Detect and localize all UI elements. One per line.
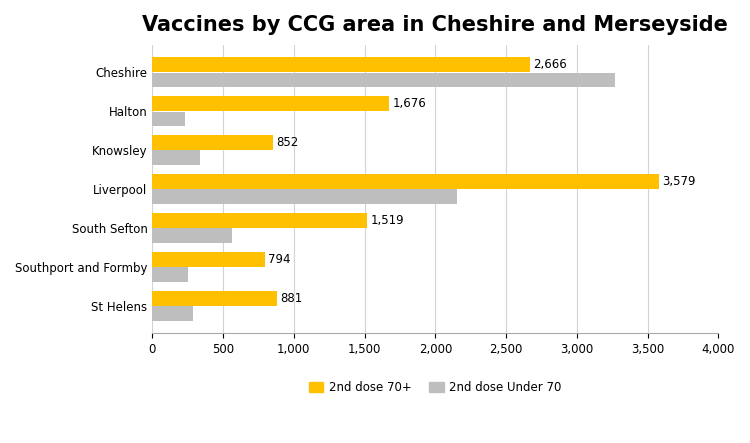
Bar: [152, 112, 185, 126]
Bar: [152, 174, 658, 189]
Bar: [152, 213, 368, 228]
Title: Vaccines by CCG area in Cheshire and Merseyside: Vaccines by CCG area in Cheshire and Mer…: [142, 15, 728, 35]
Text: 2,666: 2,666: [533, 58, 567, 71]
Bar: [152, 306, 194, 321]
Text: 852: 852: [277, 136, 298, 149]
Bar: [152, 229, 232, 243]
Text: 1,676: 1,676: [393, 97, 427, 110]
Bar: [152, 73, 615, 87]
Legend: 2nd dose 70+, 2nd dose Under 70: 2nd dose 70+, 2nd dose Under 70: [304, 377, 566, 399]
Bar: [152, 57, 530, 72]
Bar: [152, 190, 457, 204]
Bar: [152, 267, 188, 282]
Bar: [152, 252, 265, 267]
Bar: [152, 291, 277, 306]
Bar: [152, 135, 273, 150]
Text: 881: 881: [280, 291, 303, 305]
Text: 1,519: 1,519: [370, 214, 404, 227]
Bar: [152, 96, 389, 111]
Bar: [152, 151, 200, 165]
Text: 3,579: 3,579: [662, 175, 696, 188]
Text: 794: 794: [268, 253, 291, 266]
